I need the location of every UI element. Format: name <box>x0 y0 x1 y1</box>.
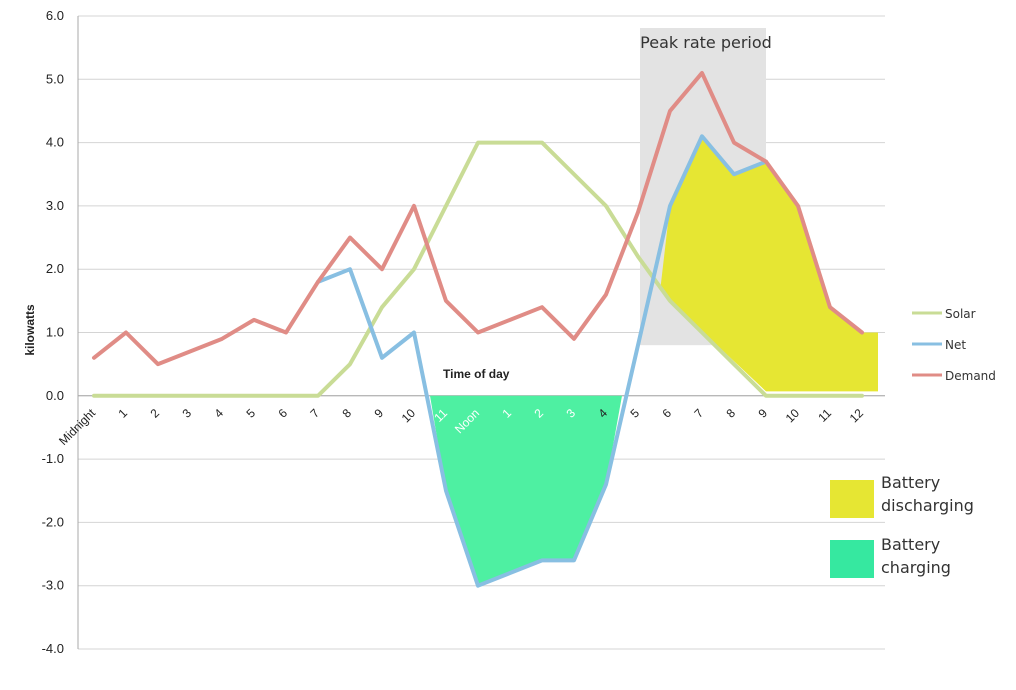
x-tick-label: 1 <box>115 406 130 421</box>
x-tick-label: 2 <box>147 406 162 421</box>
legend: Solar Net Demand <box>912 307 996 383</box>
y-tick-label: 4.0 <box>46 135 64 150</box>
series-line-net <box>316 134 768 588</box>
battery-discharging-swatch <box>830 480 874 518</box>
x-tick-label: 9 <box>755 406 770 421</box>
y-tick-label: -1.0 <box>42 451 64 466</box>
y-tick-label: 5.0 <box>46 71 64 86</box>
x-tick-label: Midnight <box>56 406 98 448</box>
x-axis-label: Time of day <box>443 367 510 381</box>
y-tick-label: 6.0 <box>46 8 64 23</box>
x-tick-label: 3 <box>179 406 194 421</box>
y-tick-label: -3.0 <box>42 578 64 593</box>
battery-callouts: Battery discharging Battery charging <box>830 473 974 578</box>
battery-charging-label-line1: Battery <box>881 535 940 554</box>
y-tick-label: 1.0 <box>46 325 64 340</box>
battery-charging-swatch <box>830 540 874 578</box>
y-tick-label: 2.0 <box>46 261 64 276</box>
x-tick-label: 10 <box>783 406 803 426</box>
y-axis-label: kilowatts <box>23 304 37 356</box>
x-tick-label: 7 <box>691 406 706 421</box>
x-tick-label: 12 <box>847 406 867 426</box>
x-tick-label: 5 <box>243 406 258 421</box>
battery-discharging-label-line2: discharging <box>881 496 974 515</box>
x-tick-label: 6 <box>659 406 674 421</box>
series-line-demand <box>92 70 864 367</box>
battery-charging-label-line2: charging <box>881 558 951 577</box>
x-tick-label: 5 <box>627 406 642 421</box>
x-tick-label: 11 <box>815 406 834 425</box>
x-tick-label: 7 <box>307 406 322 421</box>
x-tick-label: 8 <box>339 406 354 421</box>
x-tick-label: 10 <box>399 406 419 426</box>
legend-label-demand: Demand <box>945 369 996 383</box>
legend-label-net: Net <box>945 338 966 352</box>
y-tick-label: -2.0 <box>42 514 64 529</box>
y-tick-label: 3.0 <box>46 198 64 213</box>
battery-discharging-area <box>660 136 878 392</box>
x-tick-label: 9 <box>371 406 386 421</box>
y-tick-label: 0.0 <box>46 388 64 403</box>
x-tick-label: 6 <box>275 406 290 421</box>
series-line-solar <box>92 140 864 398</box>
y-axis-ticks: 6.0 5.0 4.0 3.0 2.0 1.0 0.0 -1.0 -2.0 -3.0 -4.0 <box>42 8 64 656</box>
x-tick-label: 4 <box>211 406 226 421</box>
legend-label-solar: Solar <box>945 307 976 321</box>
battery-discharging-label-line1: Battery <box>881 473 940 492</box>
y-tick-label: -4.0 <box>42 641 64 656</box>
x-tick-label: 8 <box>723 406 738 421</box>
series-lines <box>92 70 864 588</box>
peak-rate-period-label: Peak rate period <box>640 33 772 52</box>
battery-charging-area <box>430 395 622 586</box>
